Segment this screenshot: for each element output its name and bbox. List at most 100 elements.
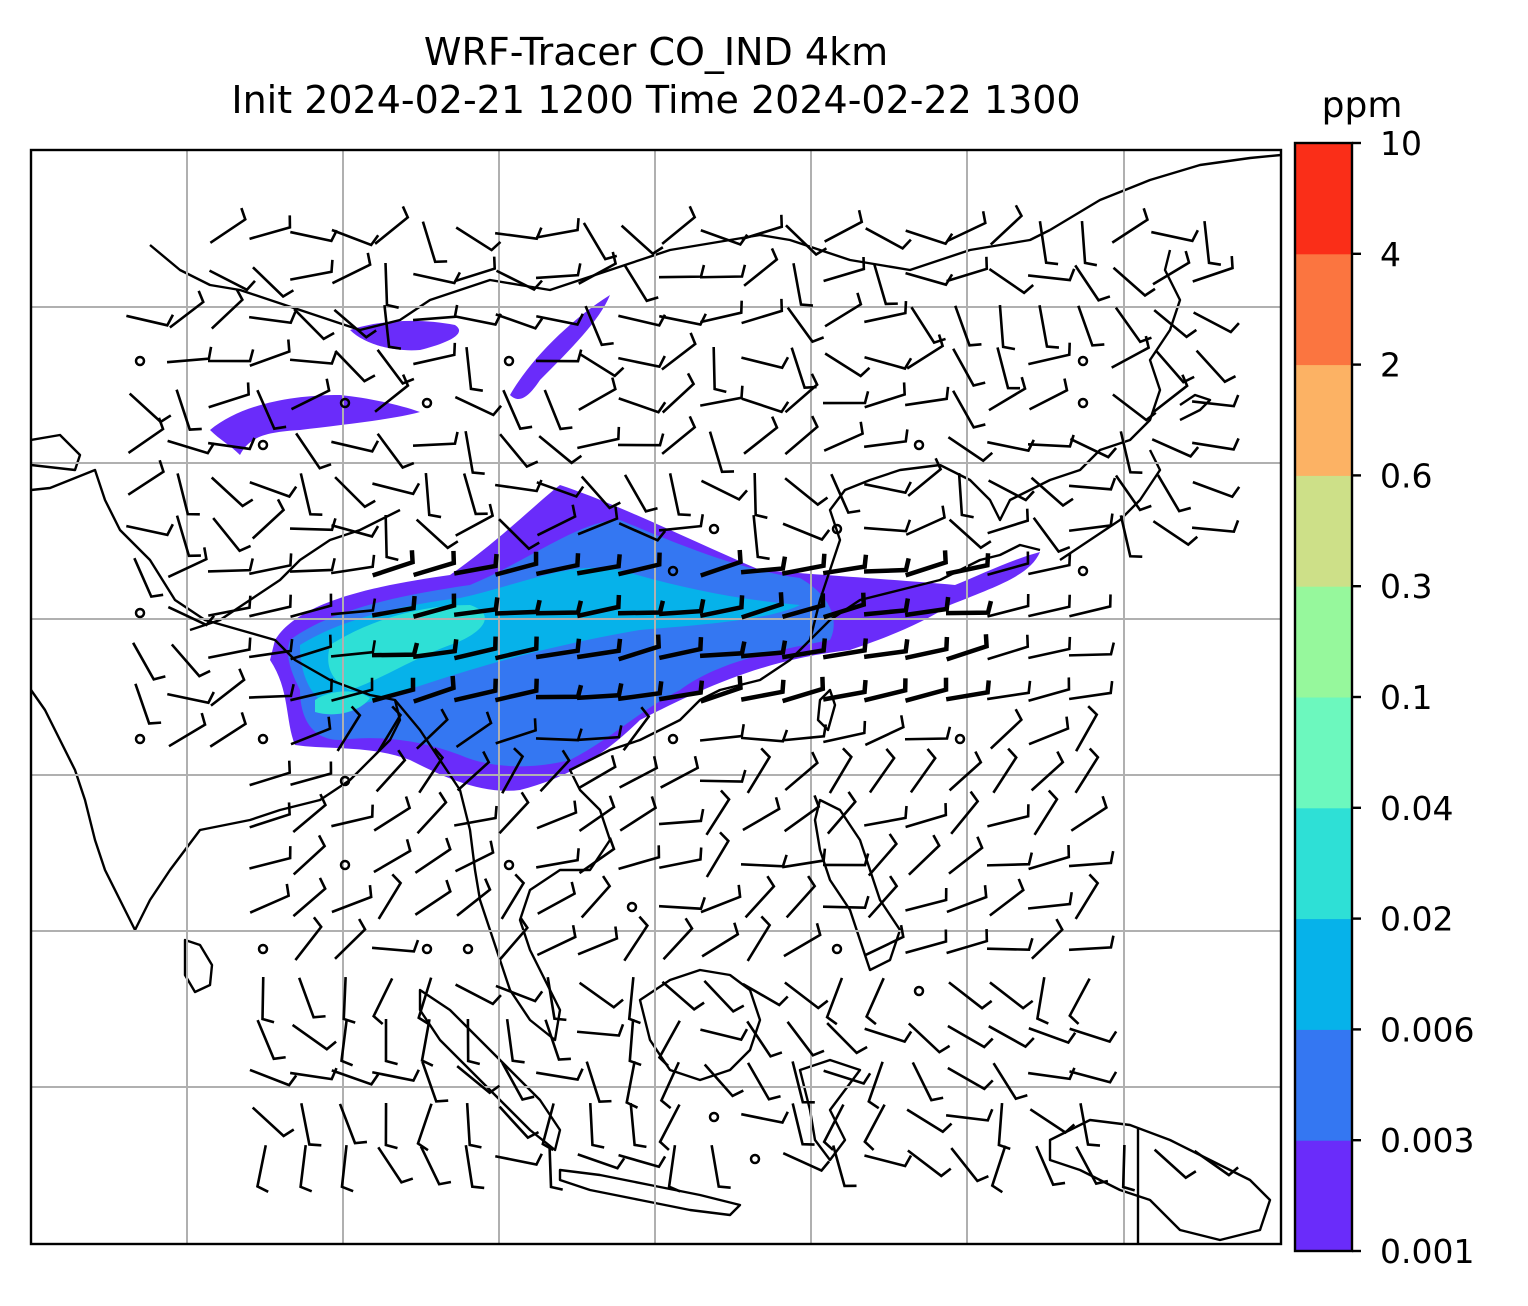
wind-barb [377, 705, 403, 752]
wind-barb [1192, 480, 1241, 499]
wind-barb [249, 883, 291, 914]
wind-barb [946, 210, 987, 243]
wind-barb [1156, 474, 1192, 513]
wind-barb [290, 678, 333, 702]
wind-barb [617, 433, 665, 447]
wind-barb [1074, 264, 1111, 302]
wind-barb [376, 432, 415, 470]
wind-barb [249, 594, 292, 618]
wind-barb [865, 977, 885, 1026]
wind-barb [618, 355, 666, 369]
wind-barb [167, 605, 216, 627]
wind-barb [175, 389, 202, 431]
wind-barb [292, 877, 327, 918]
wind-barb [781, 553, 827, 576]
wind-barb [577, 426, 621, 450]
wind-barb [1028, 1026, 1077, 1045]
wind-barb [822, 554, 869, 576]
coastline-china-west-border [149, 228, 1051, 332]
colorbar-unit: ppm [1322, 85, 1403, 126]
calm-wind-marker [257, 733, 269, 745]
wind-barb [661, 332, 697, 371]
wind-barb [499, 433, 539, 469]
calm-wind-marker [667, 733, 679, 745]
wind-barb [1112, 393, 1157, 422]
wind-barb [712, 346, 727, 394]
wind-barb [1153, 374, 1189, 413]
wind-barb [662, 917, 694, 961]
wind-barb [708, 431, 735, 474]
wind-barb [207, 558, 254, 573]
wind-barb [331, 524, 380, 538]
wind-barb [494, 479, 543, 493]
wind-barb [1035, 976, 1049, 1025]
wind-barb [501, 747, 525, 794]
colorbar-tick-label: 0.003 [1380, 1121, 1474, 1160]
calm-wind-marker [503, 859, 515, 871]
wind-barb [251, 1106, 295, 1138]
wind-barb [208, 595, 252, 617]
wind-barb [1075, 1146, 1109, 1186]
wind-barb [741, 298, 784, 325]
wind-barb [699, 264, 747, 279]
wind-barb [867, 833, 899, 877]
wind-barb [785, 875, 817, 919]
wind-barb [420, 1018, 434, 1067]
wind-barb [208, 382, 251, 409]
wind-barb [954, 305, 982, 347]
wind-barb [791, 1103, 815, 1146]
wind-barb [584, 305, 614, 347]
wind-barb [334, 918, 367, 960]
wind-barb [249, 553, 293, 576]
wind-barb [753, 472, 768, 520]
colorbar-tick-label: 0.02 [1380, 900, 1453, 939]
wind-barb [1191, 519, 1240, 534]
wind-barb [331, 228, 380, 247]
wind-barb [1033, 789, 1059, 836]
calm-wind-marker [462, 943, 474, 955]
wind-barb [421, 221, 448, 264]
wind-barb [293, 308, 335, 341]
wind-barb [536, 313, 584, 327]
calm-wind-marker [257, 943, 269, 955]
wind-barb [822, 592, 867, 620]
wind-barb [167, 547, 208, 579]
wind-barb [331, 440, 380, 453]
wind-barb [290, 761, 333, 786]
wind-barb [864, 382, 907, 409]
wind-barb [863, 805, 908, 827]
wind-barb [299, 1144, 313, 1193]
wind-barb [505, 1018, 525, 1064]
wind-barb [619, 796, 658, 832]
wind-barb [290, 378, 331, 411]
colorbar-band [1295, 807, 1352, 920]
wind-barb [371, 595, 417, 618]
calm-wind-marker [749, 1153, 761, 1165]
wind-barb [412, 431, 459, 447]
wind-barb [629, 1102, 647, 1149]
wind-barb [786, 1021, 825, 1057]
wind-barb [331, 884, 373, 914]
wind-barb [1030, 750, 1065, 792]
wind-barb [987, 551, 1030, 577]
calm-wind-marker [954, 733, 966, 745]
calm-wind-marker [134, 607, 146, 619]
wind-barb [412, 639, 459, 660]
wind-barb [660, 755, 700, 789]
wind-barb [132, 642, 166, 681]
wind-barb [658, 1103, 681, 1151]
wind-barb [906, 1108, 953, 1134]
wind-barbs [126, 204, 1241, 1194]
wind-barb [1069, 437, 1118, 459]
wind-barb [863, 598, 911, 617]
wind-barb [417, 977, 433, 1026]
wind-barb [992, 747, 1018, 794]
wind-barb [998, 304, 1016, 351]
wind-barb [742, 796, 781, 832]
wind-barb [661, 980, 705, 1011]
gridlines [31, 150, 1281, 1244]
wind-barb [1153, 1148, 1197, 1180]
wind-barb [454, 983, 502, 1006]
wind-barb [988, 1025, 1035, 1049]
